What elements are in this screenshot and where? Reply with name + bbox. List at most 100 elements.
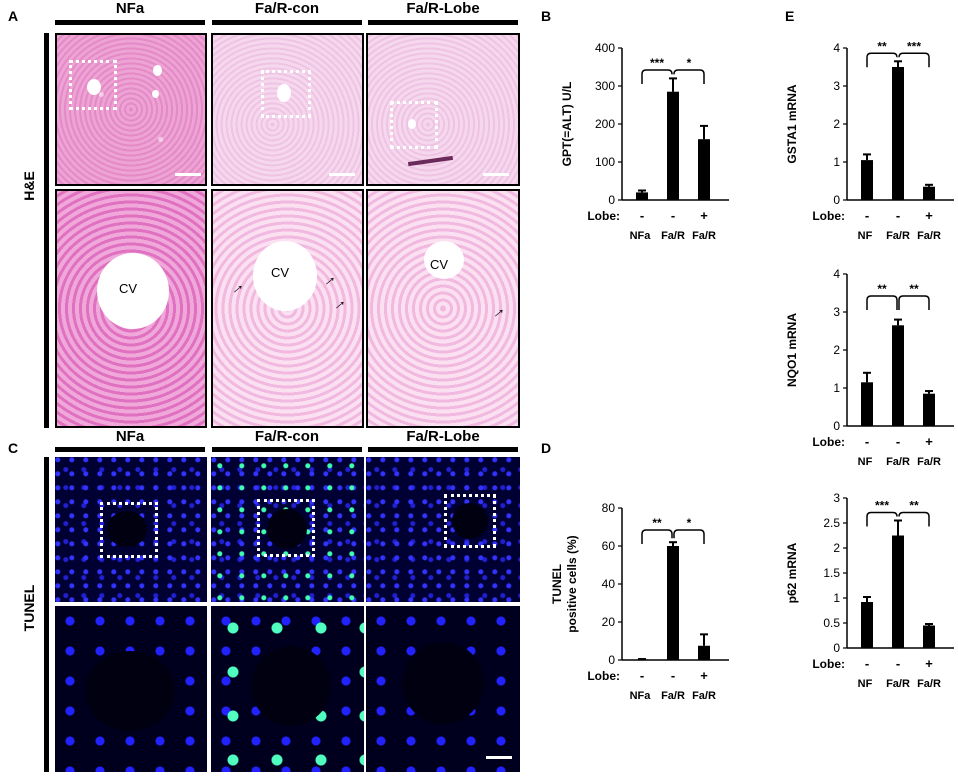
bar — [892, 535, 904, 648]
panel-letter-c: C — [8, 440, 19, 456]
lobe-sign: - — [640, 668, 644, 683]
lobe-label: Lobe: — [812, 435, 845, 449]
he-image-nfa-high: CV — [55, 189, 207, 428]
lobe-sign: - — [896, 656, 900, 671]
y-tick-label: 100 — [595, 155, 615, 169]
he-image-fa-r-con-low — [211, 33, 364, 186]
bar — [923, 186, 935, 200]
tunel-row-label: TUNEL — [21, 584, 37, 632]
y-tick-label: 0.5 — [823, 616, 840, 630]
x-category-label: Fa/R — [886, 230, 910, 242]
y-tick-label: 4 — [833, 41, 840, 55]
bar — [861, 160, 873, 200]
significance-bracket — [866, 295, 898, 310]
significance-bracket — [641, 529, 673, 544]
cv-label: CV — [271, 265, 290, 280]
x-category-label: Fa/R — [661, 690, 685, 702]
arrow-icon: → — [486, 299, 510, 324]
bar — [923, 393, 935, 426]
scale-bar — [486, 756, 512, 759]
lobe-sign: - — [865, 208, 869, 223]
significance-label: ** — [909, 282, 919, 296]
he-col-bar-2 — [212, 20, 362, 25]
panel-letter-a: A — [8, 8, 19, 24]
y-tick-label: 0 — [833, 193, 840, 207]
y-tick-label: 20 — [602, 615, 616, 629]
x-category-label: NF — [858, 456, 873, 468]
tissue-fold — [407, 155, 454, 167]
y-tick-label: 40 — [602, 577, 616, 591]
tunel-col-header-3: Fa/R-Lobe — [406, 428, 480, 445]
panel-letter-b: B — [541, 8, 552, 24]
significance-bracket — [673, 69, 705, 84]
he-image-fa-r-con-high: CV → → → — [211, 189, 364, 428]
vessel — [251, 646, 331, 726]
bar — [892, 67, 904, 200]
tunel-col-bar-2 — [212, 447, 362, 452]
x-category-label: Fa/R — [917, 230, 941, 242]
y-tick-label: 2 — [833, 117, 840, 131]
tunel-image-fa-r-lobe-high — [366, 606, 520, 772]
zoom-box — [261, 70, 311, 118]
y-axis-label: TUNEL — [550, 564, 564, 604]
chart-e-nqo1: 0 1 2 3 4 NQO1 mRNA ** ** Lobe: - - + NF Fa/R Fa/R — [785, 267, 954, 468]
lobe-label: Lobe: — [812, 657, 845, 671]
bar — [892, 325, 904, 426]
tunel-col-header-2: Fa/R-con — [254, 428, 320, 445]
x-category-label: Fa/R — [661, 230, 685, 242]
panel-letter-e: E — [785, 8, 795, 24]
tunel-col-bar-1 — [55, 447, 205, 452]
vessel — [152, 90, 159, 98]
significance-bracket — [898, 295, 930, 310]
zoom-box — [390, 101, 438, 149]
y-tick-label: 3 — [833, 305, 840, 319]
y-tick-label: 80 — [602, 501, 616, 515]
y-tick-label: 1 — [833, 591, 840, 605]
y-axis-label: p62 mRNA — [785, 542, 799, 603]
y-tick-label: 0 — [608, 653, 615, 667]
y-tick-label: 3 — [833, 491, 840, 505]
y-tick-label: 4 — [833, 267, 840, 281]
vessel — [277, 84, 291, 102]
he-image-fa-r-lobe-high: CV → — [366, 189, 520, 428]
y-tick-label: 0 — [833, 641, 840, 655]
x-category-label: NFa — [630, 230, 652, 242]
y-tick-label: 60 — [602, 539, 616, 553]
bar — [636, 192, 648, 200]
bar — [698, 645, 710, 660]
significance-label: *** — [650, 56, 664, 70]
x-category-label: NF — [858, 678, 873, 690]
x-category-label: Fa/R — [886, 456, 910, 468]
y-tick-label: 2 — [833, 343, 840, 357]
significance-bracket — [898, 511, 930, 527]
lobe-sign: + — [925, 656, 933, 671]
significance-bracket — [898, 52, 930, 68]
panel-letter-d: D — [541, 440, 552, 456]
lobe-sign: - — [671, 208, 675, 223]
bar — [667, 91, 679, 200]
zoom-box — [69, 60, 117, 110]
lobe-label: Lobe: — [812, 209, 845, 223]
y-axis-label: NQO1 mRNA — [785, 313, 799, 387]
significance-label: ** — [877, 282, 887, 296]
bar — [923, 625, 935, 648]
x-category-label: Fa/R — [917, 678, 941, 690]
y-tick-label: 1.5 — [823, 566, 840, 580]
central-vein — [253, 241, 317, 311]
zoom-box — [444, 494, 496, 548]
vessel — [267, 509, 307, 549]
vessel — [107, 511, 147, 547]
x-category-label: Fa/R — [692, 230, 716, 242]
significance-bracket — [641, 69, 673, 84]
y-tick-label: 1 — [833, 155, 840, 169]
lobe-sign: + — [925, 208, 933, 223]
scale-bar — [483, 173, 509, 176]
tunel-image-fa-r-lobe-low — [366, 457, 520, 602]
he-image-nfa-low — [55, 33, 207, 186]
he-col-bar-3 — [368, 20, 518, 25]
tunel-image-nfa-high — [55, 606, 207, 772]
lobe-sign: - — [671, 668, 675, 683]
